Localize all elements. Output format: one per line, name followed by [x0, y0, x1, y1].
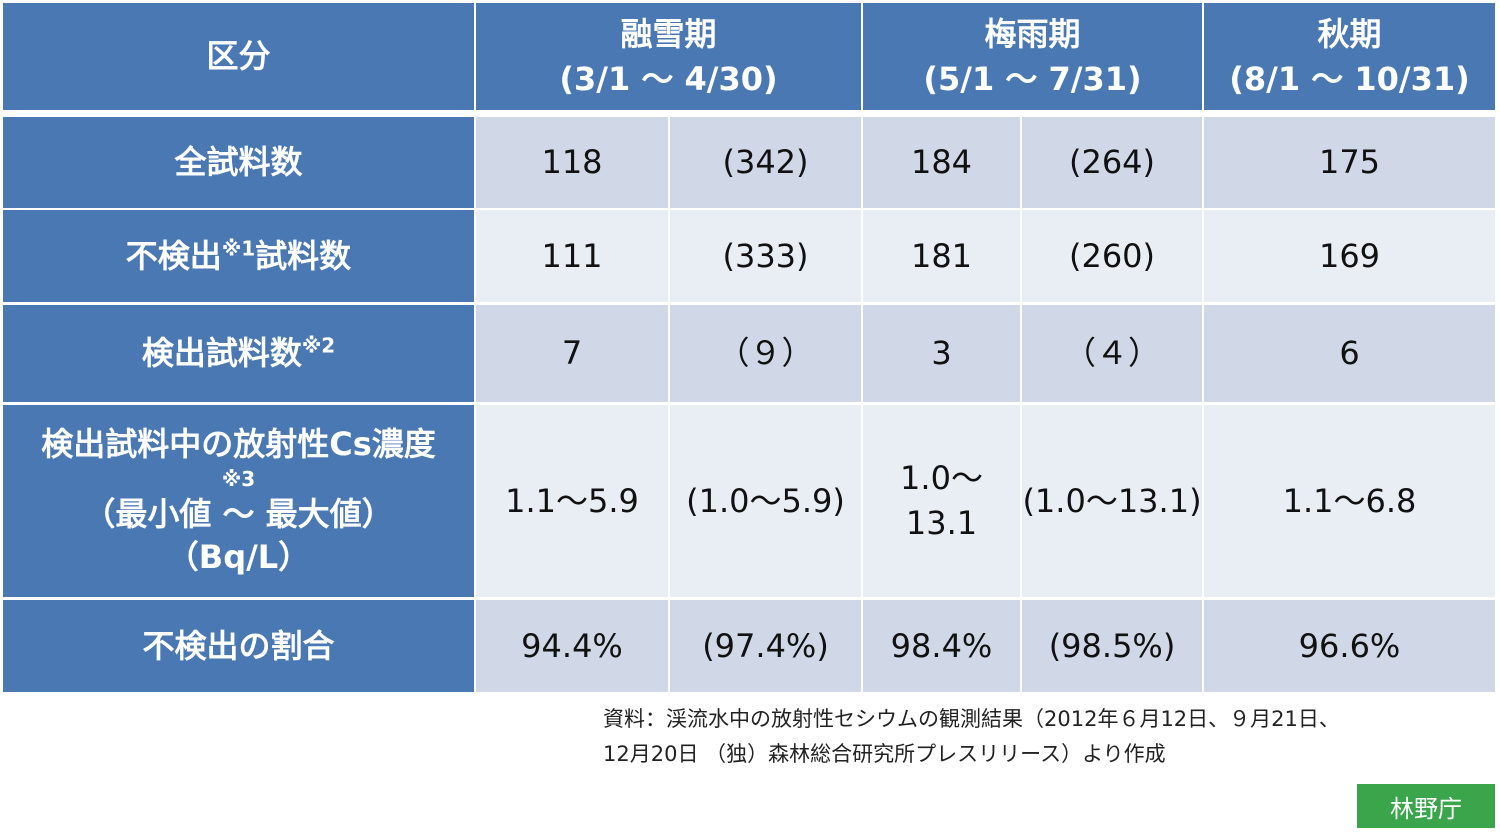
value-cell: 118 [476, 117, 668, 208]
header-text: 区分 [206, 37, 271, 76]
value-cell: 6 [1204, 305, 1495, 402]
label-text: 試料数 [255, 236, 352, 275]
value-cell: 3 [863, 305, 1020, 402]
label-text: 不検出の割合 [142, 626, 335, 665]
value-text: 184 [910, 143, 973, 182]
row-label: 検出試料数※2 [3, 305, 474, 402]
header-cell: 梅雨期 (5/1 〜 7/31) [863, 3, 1202, 110]
value-text: 3 [931, 334, 952, 373]
value-cell: (260) [1022, 210, 1202, 302]
value-text: 1.1〜5.9 [505, 481, 639, 520]
value-text: (333) [722, 236, 809, 275]
row-label: 検出試料中の放射性Cs濃度 ※3 （最小値 〜 最大値） （Bq/L） [3, 405, 474, 597]
label-text: ※3 [221, 466, 256, 491]
label-line: 不検出の割合 [142, 624, 334, 669]
value-text: 1.1〜6.8 [1282, 481, 1417, 520]
value-cell: 1.1〜6.8 [1204, 405, 1495, 597]
header-cell: 区分 [3, 3, 474, 110]
source-line: 12月20日 （独）森林総合研究所プレスリリース）より作成 [603, 742, 1166, 766]
value-cell: (1.0〜13.1) [1022, 405, 1202, 597]
label-text: 検出試料中の放射性Cs濃度 [41, 424, 436, 463]
label-text: 検出試料数 [141, 334, 302, 373]
value-cell: 169 [1204, 210, 1495, 302]
value-text: 1.0〜 [900, 459, 983, 498]
value-cell: （９） [670, 305, 861, 402]
value-text: (260) [1068, 236, 1156, 275]
header-text: 融雪期 [620, 14, 717, 53]
value-cell: (97.4%) [670, 600, 861, 692]
value-text: 181 [910, 236, 973, 275]
value-cell: (1.0〜5.9) [670, 405, 861, 597]
value-cell: 94.4% [476, 600, 668, 692]
value-text: 118 [541, 143, 603, 182]
value-cell: (333) [670, 210, 861, 302]
label-note: ※1 [221, 235, 256, 260]
value-cell: 175 [1204, 117, 1495, 208]
label-line: 検出試料数※2 [142, 331, 335, 376]
value-text: 169 [1318, 236, 1381, 275]
value-cell: (98.5%) [1022, 600, 1202, 692]
header-cell: 融雪期 (3/1 〜 4/30) [476, 3, 861, 110]
header-text: 秋期 [1317, 14, 1382, 53]
value-text: (1.0〜5.9) [686, 481, 845, 520]
label-text: 全試料数 [174, 143, 303, 182]
header-text: 梅雨期 [984, 14, 1081, 53]
value-text: 96.6% [1298, 626, 1401, 665]
value-text: 111 [541, 236, 603, 275]
value-cell: (342) [670, 117, 861, 208]
row-label: 不検出の割合 [3, 600, 474, 692]
row-label: 不検出※1試料数 [3, 210, 474, 302]
header-cell: 秋期 (8/1 〜 10/31) [1204, 3, 1495, 110]
value-text: 94.4% [521, 626, 623, 665]
label-line: 不検出※1試料数 [126, 234, 351, 279]
value-cell: 181 [863, 210, 1020, 302]
header-text: (3/1 〜 4/30) [559, 59, 778, 98]
value-text: (342) [722, 143, 809, 182]
value-cell: 184 [863, 117, 1020, 208]
value-text: （４） [1063, 334, 1160, 373]
value-text: 6 [1339, 334, 1360, 373]
value-text: （９） [717, 334, 814, 373]
label-text: （最小値 〜 最大値） [83, 494, 394, 533]
value-text: (97.4%) [702, 626, 829, 665]
badge: 林野庁 [1357, 784, 1495, 828]
value-cell: （４） [1022, 305, 1202, 402]
value-cell: 1.0〜 13.1 [863, 405, 1020, 597]
value-cell: 7 [476, 305, 668, 402]
value-text: (264) [1068, 143, 1156, 182]
source-line: 資料：渓流水中の放射性セシウムの観測結果（2012年６月12日、９月21日、 [603, 707, 1340, 731]
label-note: ※2 [301, 333, 336, 358]
label-text: （Bq/L） [166, 538, 311, 577]
value-text: (1.0〜13.1) [1022, 481, 1202, 520]
value-cell: 96.6% [1204, 600, 1495, 692]
value-cell: 1.1〜5.9 [476, 405, 668, 597]
value-cell: 111 [476, 210, 668, 302]
label-text: 不検出 [125, 236, 222, 275]
value-text: (98.5%) [1048, 626, 1176, 665]
value-text: 7 [561, 334, 583, 373]
value-cell: (264) [1022, 117, 1202, 208]
header-text: (8/1 〜 10/31) [1229, 59, 1470, 98]
header-text: (5/1 〜 7/31) [923, 59, 1142, 98]
label-line: 全試料数 [174, 140, 302, 185]
value-text: 175 [1318, 143, 1381, 182]
value-text: 98.4% [890, 626, 993, 665]
value-text: 13.1 [905, 504, 978, 542]
row-label: 全試料数 [3, 117, 474, 208]
value-cell: 98.4% [863, 600, 1020, 692]
